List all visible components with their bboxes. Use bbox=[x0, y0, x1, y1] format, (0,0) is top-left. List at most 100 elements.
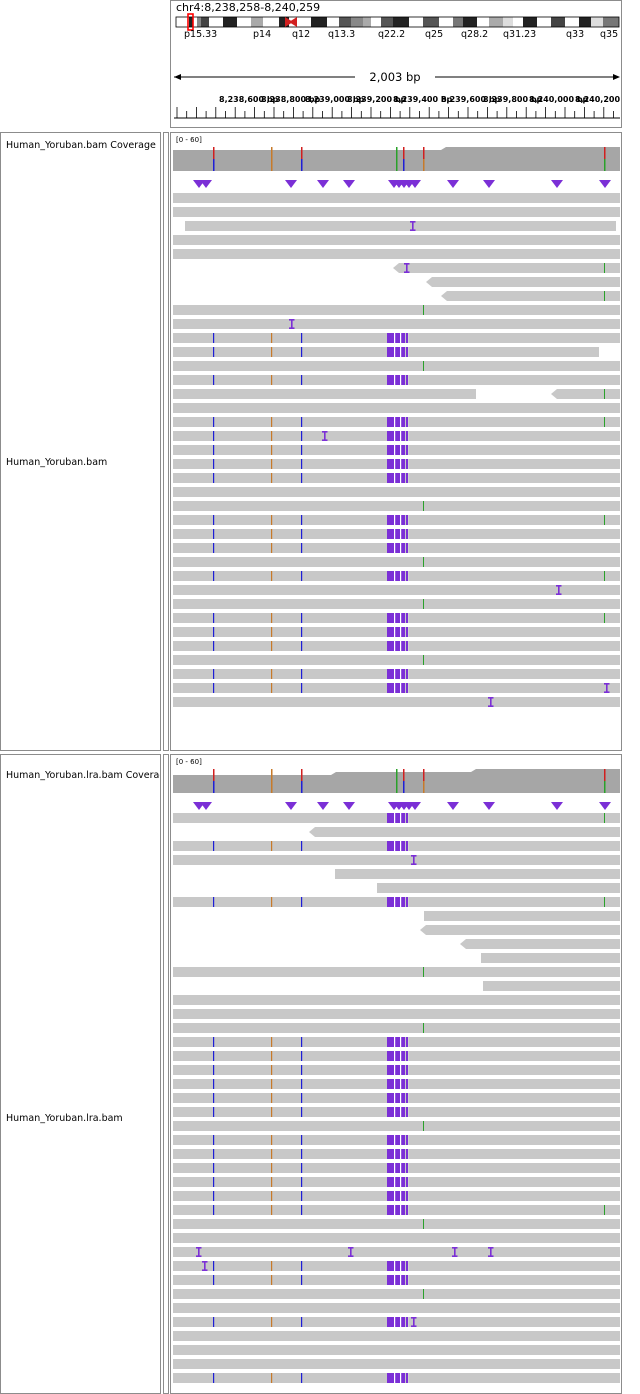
coverage-mismatch bbox=[396, 781, 398, 793]
read bbox=[173, 1247, 620, 1257]
cytoband bbox=[263, 17, 279, 27]
coverage-mismatch bbox=[271, 769, 273, 781]
read bbox=[173, 1331, 620, 1341]
mismatch bbox=[301, 473, 303, 483]
mismatch bbox=[271, 1093, 273, 1103]
read bbox=[185, 221, 616, 231]
insertion-block bbox=[406, 669, 408, 679]
data-panel-track-2[interactable]: [0 - 60] bbox=[170, 754, 622, 1394]
band-label: p15.33 bbox=[184, 29, 217, 40]
mismatch bbox=[213, 897, 215, 907]
insertion-gap bbox=[394, 1373, 396, 1383]
insertion-i bbox=[454, 1247, 456, 1257]
coverage-mismatch bbox=[301, 147, 303, 159]
alignment-track-name[interactable]: Human_Yoruban.lra.bam bbox=[6, 1113, 123, 1124]
insertion-i bbox=[604, 683, 610, 685]
cytoband bbox=[311, 17, 327, 27]
mismatch bbox=[213, 459, 215, 469]
insertion-block bbox=[406, 347, 408, 357]
insertion-i bbox=[490, 697, 492, 707]
insertion-i bbox=[452, 1255, 458, 1257]
mismatch bbox=[271, 571, 273, 581]
insertion-block bbox=[387, 1051, 405, 1061]
coverage-mismatch bbox=[403, 769, 405, 781]
insertion-gap bbox=[400, 683, 402, 693]
header-panel[interactable]: chr4:8,238,258-8,240,259 p15.33 p14 q12 q13… bbox=[170, 0, 622, 128]
insertion-i bbox=[452, 1247, 458, 1249]
mismatch bbox=[271, 1149, 273, 1159]
read bbox=[173, 1233, 620, 1243]
attribute-panel-track-1 bbox=[163, 132, 169, 751]
mismatch bbox=[604, 417, 605, 427]
insertion-gap bbox=[394, 1261, 396, 1271]
name-panel-track-2[interactable]: Human_Yoruban.lra.bam Coverage Human_Yor… bbox=[0, 754, 161, 1394]
mismatch bbox=[301, 1163, 303, 1173]
insertion-i bbox=[488, 1255, 494, 1257]
insertion-i bbox=[202, 1261, 208, 1263]
band-label: q13.3 bbox=[328, 29, 355, 40]
mismatch bbox=[213, 1079, 215, 1089]
coverage-track-name[interactable]: Human_Yoruban.bam Coverage bbox=[6, 140, 156, 151]
coverage-mismatch bbox=[271, 159, 273, 171]
insertion-block bbox=[406, 417, 408, 427]
mismatch bbox=[301, 1205, 303, 1215]
insertion-gap bbox=[400, 897, 402, 907]
coverage-mismatch bbox=[403, 147, 405, 159]
data-panel-track-1[interactable]: [0 - 60] bbox=[170, 132, 622, 751]
insertion-block bbox=[387, 1079, 405, 1089]
insertion-block bbox=[387, 1163, 405, 1173]
insertion-block bbox=[406, 897, 408, 907]
alignment-view-1[interactable] bbox=[171, 133, 622, 751]
name-panel-track-1[interactable]: Human_Yoruban.bam Coverage Human_Yoruban… bbox=[0, 132, 161, 751]
mismatch bbox=[213, 529, 215, 539]
insertion-block bbox=[406, 543, 408, 553]
cytoband bbox=[237, 17, 251, 27]
insertion-gap bbox=[400, 641, 402, 651]
insertion-block bbox=[387, 1037, 405, 1047]
ruler[interactable]: 2,003 bp 8,238,600 bp8,238,800 bp8,239,00… bbox=[171, 1, 622, 128]
band-label: q35 bbox=[600, 29, 618, 40]
mismatch bbox=[423, 1289, 424, 1299]
cytoband bbox=[183, 17, 189, 27]
mismatch bbox=[301, 431, 303, 441]
coverage-mismatch bbox=[396, 769, 398, 781]
cytoband bbox=[189, 17, 193, 27]
insertion-block bbox=[387, 897, 405, 907]
cytoband bbox=[591, 17, 603, 27]
insertion-i bbox=[196, 1247, 202, 1249]
mismatch bbox=[213, 1373, 215, 1383]
read bbox=[483, 981, 620, 991]
insertion-gap bbox=[400, 375, 402, 385]
insertion-marker bbox=[447, 802, 459, 810]
mismatch bbox=[301, 1317, 303, 1327]
chromosome-ideogram[interactable]: p15.33 p14 q12 q13.3 q22.2 q25 q28.2 q31.23 q33 q… bbox=[171, 1, 622, 41]
insertion-gap bbox=[400, 1149, 402, 1159]
insertion-i bbox=[556, 585, 562, 587]
mismatch bbox=[301, 1373, 303, 1383]
mismatch bbox=[213, 1275, 215, 1285]
insertion-block bbox=[406, 1317, 408, 1327]
read bbox=[335, 869, 620, 879]
mismatch bbox=[423, 557, 424, 567]
coverage-mismatch bbox=[604, 781, 606, 793]
mismatch bbox=[301, 1107, 303, 1117]
mismatch bbox=[271, 347, 273, 357]
insertion-i bbox=[291, 319, 293, 329]
insertion-gap bbox=[394, 841, 396, 851]
insertion-gap bbox=[394, 669, 396, 679]
alignment-view-2[interactable] bbox=[171, 755, 622, 1394]
mismatch bbox=[301, 515, 303, 525]
insertion-gap bbox=[400, 1261, 402, 1271]
read bbox=[173, 1289, 620, 1299]
read bbox=[173, 585, 620, 595]
insertion-gap bbox=[394, 613, 396, 623]
insertion-block bbox=[387, 813, 405, 823]
insertion-block bbox=[387, 375, 405, 385]
insertion-i bbox=[413, 1317, 415, 1327]
coverage-track-name[interactable]: Human_Yoruban.lra.bam Coverage bbox=[6, 770, 161, 781]
read bbox=[441, 291, 620, 301]
insertion-block bbox=[387, 473, 405, 483]
alignment-track-name[interactable]: Human_Yoruban.bam bbox=[6, 457, 108, 468]
band-label: q28.2 bbox=[461, 29, 488, 40]
insertion-block bbox=[406, 1051, 408, 1061]
